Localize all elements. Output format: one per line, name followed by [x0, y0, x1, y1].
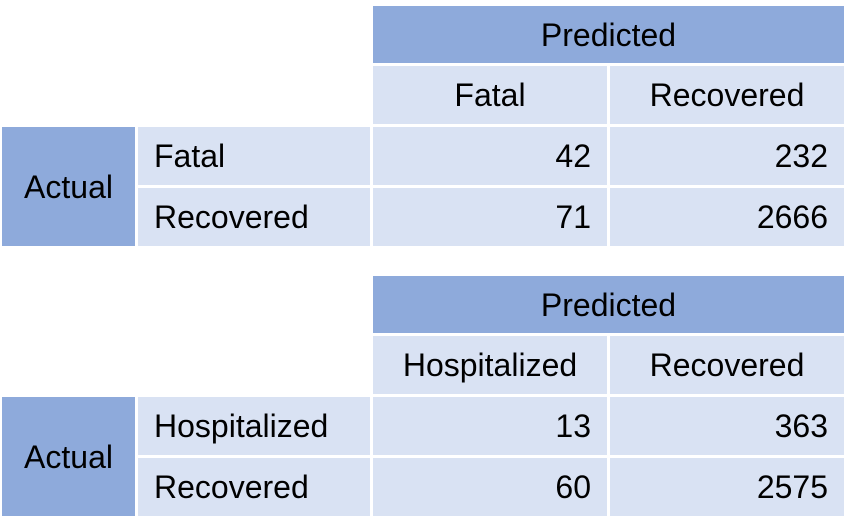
- matrix-cell: 13: [373, 397, 607, 455]
- matrix-cell: 42: [373, 127, 607, 185]
- matrix-cell: 71: [373, 188, 607, 246]
- column-header: Hospitalized: [373, 336, 607, 394]
- column-header: Recovered: [610, 66, 844, 124]
- predicted-header: Predicted: [373, 276, 844, 333]
- row-header: Recovered: [138, 458, 370, 516]
- confusion-matrix-hospitalized-recovered: Predicted Hospitalized Recovered Actual …: [0, 270, 848, 520]
- matrix-cell: 363: [610, 397, 844, 455]
- matrix-cell: 232: [610, 127, 844, 185]
- column-header: Recovered: [610, 336, 844, 394]
- matrix-cell: 60: [373, 458, 607, 516]
- row-header: Fatal: [138, 127, 370, 185]
- predicted-header: Predicted: [373, 6, 844, 63]
- matrix-cell: 2575: [610, 458, 844, 516]
- row-header: Recovered: [138, 188, 370, 246]
- confusion-matrix-fatal-recovered: Predicted Fatal Recovered Actual Fatal 4…: [0, 0, 848, 250]
- actual-header: Actual: [2, 127, 135, 246]
- actual-header: Actual: [2, 397, 135, 516]
- matrix-cell: 2666: [610, 188, 844, 246]
- column-header: Fatal: [373, 66, 607, 124]
- row-header: Hospitalized: [138, 397, 370, 455]
